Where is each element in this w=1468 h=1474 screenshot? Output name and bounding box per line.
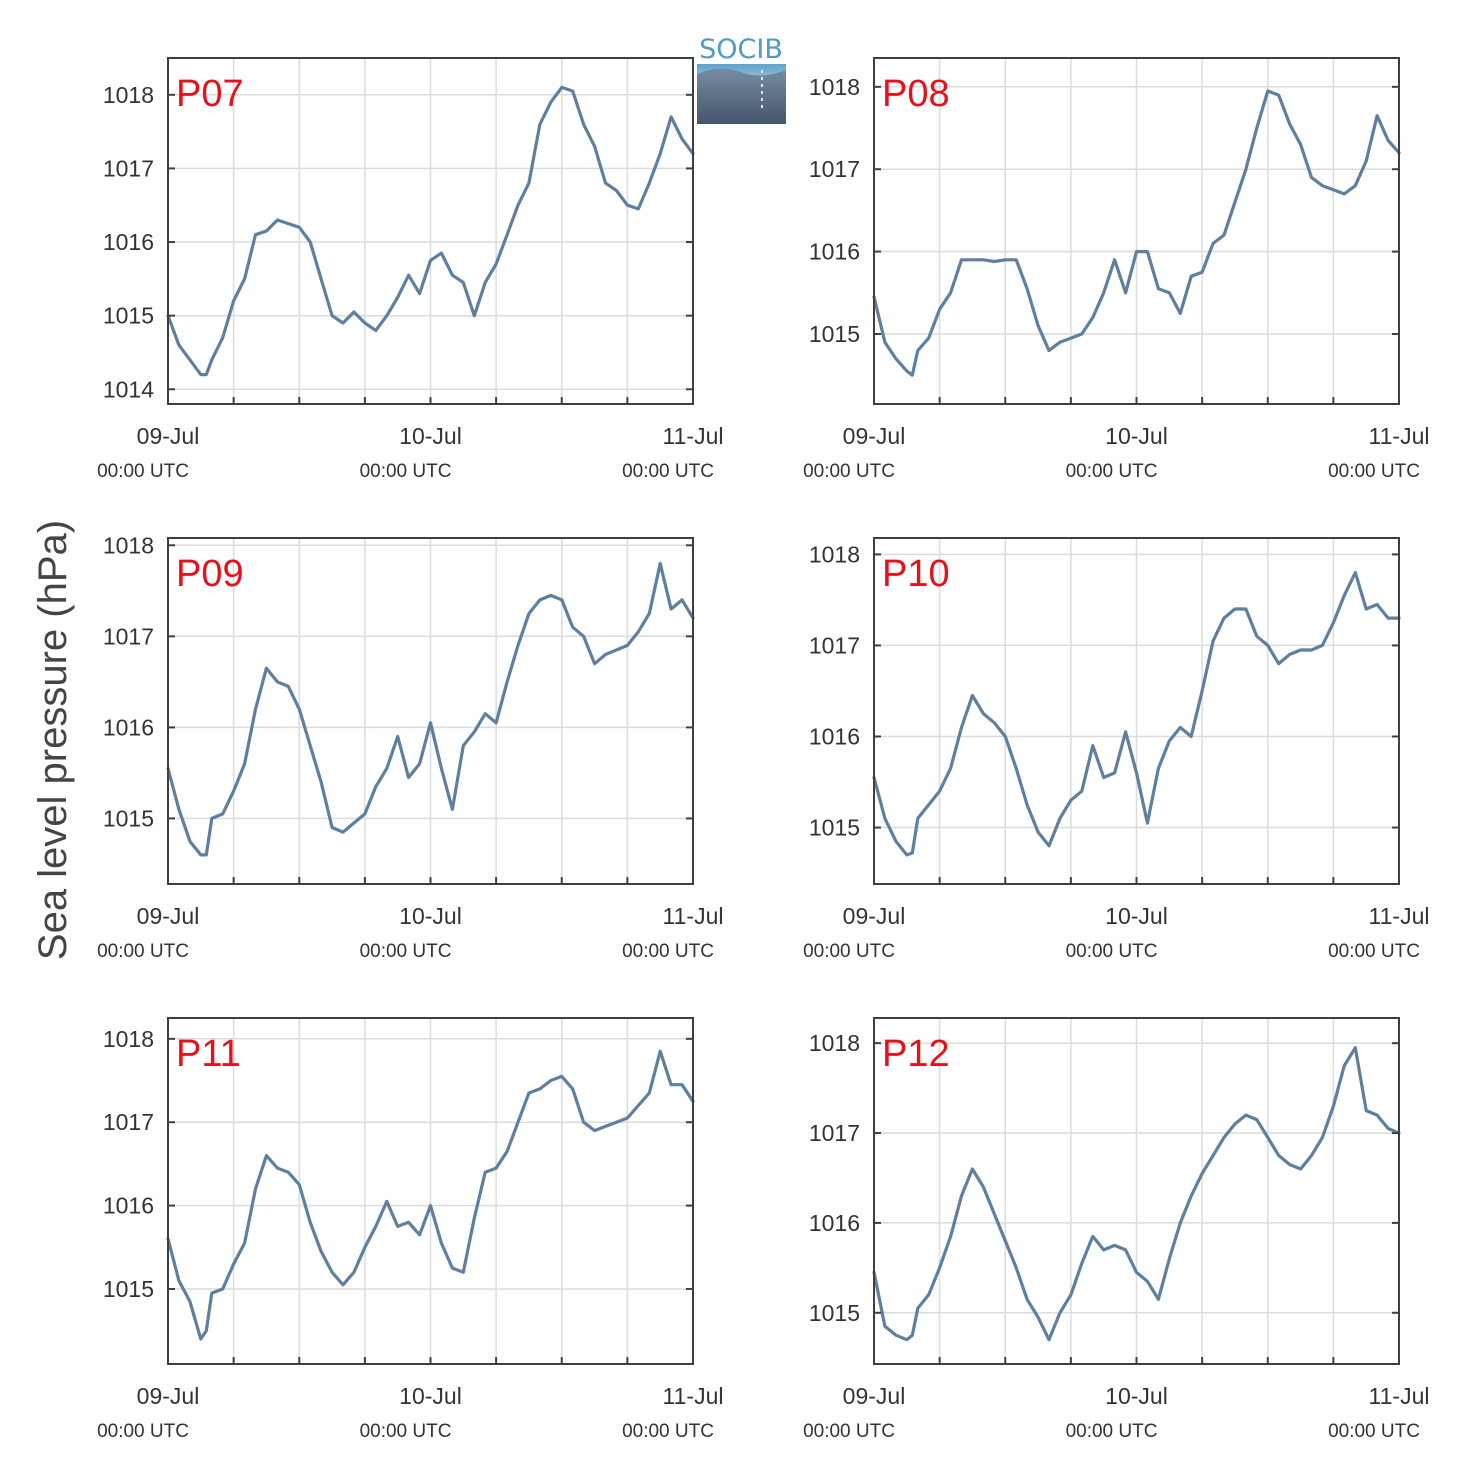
chart-panel: 1015 1016 1017 1018 09-Jul 00:00 UTC 10-Jul 00:…: [803, 57, 1430, 482]
chart-panel: 1015 1016 1017 1018 09-Jul 00:00 UTC 10-Jul 00:…: [97, 532, 723, 962]
y-tick-label: 1015: [103, 1276, 154, 1302]
x-tick-sublabel: 00:00 UTC: [622, 461, 714, 482]
y-tick-label: 1016: [809, 723, 860, 749]
x-tick-label: 11-Jul: [1369, 1383, 1430, 1409]
x-tick-label: 09-Jul: [137, 423, 200, 449]
x-tick-label: 11-Jul: [663, 423, 724, 449]
x-tick-sublabel: 00:00 UTC: [622, 1421, 714, 1442]
series-line: [872, 89, 1401, 377]
y-tick-label: 1015: [103, 805, 154, 831]
x-tick-sublabel: 00:00 UTC: [1066, 941, 1158, 962]
x-tick-sublabel: 00:00 UTC: [622, 941, 714, 962]
socib-logo: SOCIB: [697, 34, 786, 124]
series-line: [166, 1049, 695, 1341]
panel-label: P11: [176, 1033, 241, 1075]
y-tick-label: 1018: [103, 1026, 154, 1052]
y-tick-label: 1016: [103, 714, 154, 740]
x-tick-sublabel: 00:00 UTC: [97, 1421, 189, 1442]
x-tick-label: 10-Jul: [1105, 1383, 1168, 1409]
series-line: [872, 571, 1401, 857]
x-tick-label: 09-Jul: [137, 903, 200, 929]
x-tick-label: 10-Jul: [1105, 423, 1168, 449]
y-tick-label: 1016: [809, 239, 860, 265]
x-tick-label: 11-Jul: [1369, 423, 1430, 449]
x-tick-sublabel: 00:00 UTC: [1328, 461, 1420, 482]
y-tick-label: 1015: [809, 815, 860, 841]
y-tick-label: 1016: [809, 1210, 860, 1236]
panels-container: 1014 1015 1016 1017 1018 09-Jul 00:00 UTC 10-Ju…: [97, 57, 1430, 1442]
x-tick-sublabel: 00:00 UTC: [1066, 461, 1158, 482]
x-tick-label: 10-Jul: [1105, 903, 1168, 929]
chart-panel: 1015 1016 1017 1018 09-Jul 00:00 UTC 10-Jul 00:…: [803, 537, 1430, 962]
x-tick-label: 09-Jul: [843, 903, 906, 929]
x-tick-label: 10-Jul: [399, 1383, 462, 1409]
series-line: [166, 561, 695, 857]
x-tick-sublabel: 00:00 UTC: [803, 941, 895, 962]
logo-wave: [697, 64, 786, 76]
x-tick-label: 11-Jul: [663, 903, 724, 929]
x-tick-sublabel: 00:00 UTC: [803, 461, 895, 482]
x-tick-label: 09-Jul: [137, 1383, 200, 1409]
y-tick-label: 1015: [809, 321, 860, 347]
x-tick-label: 11-Jul: [663, 1383, 724, 1409]
y-tick-label: 1017: [809, 632, 860, 658]
x-tick-label: 10-Jul: [399, 423, 462, 449]
x-tick-sublabel: 00:00 UTC: [360, 941, 452, 962]
x-tick-sublabel: 00:00 UTC: [360, 1421, 452, 1442]
x-tick-label: 09-Jul: [843, 1383, 906, 1409]
y-tick-label: 1016: [103, 229, 154, 255]
x-tick-label: 10-Jul: [399, 903, 462, 929]
panel-label: P08: [882, 73, 950, 115]
panel-label: P07: [176, 73, 244, 115]
series-line: [872, 1046, 1401, 1342]
x-tick-sublabel: 00:00 UTC: [360, 461, 452, 482]
series-line: [166, 85, 695, 377]
x-tick-label: 09-Jul: [843, 423, 906, 449]
y-axis-label: Sea level pressure (hPa): [31, 520, 75, 960]
panel-label: P12: [882, 1033, 950, 1075]
y-tick-label: 1017: [103, 155, 154, 181]
logo-text: SOCIB: [699, 34, 783, 65]
y-tick-label: 1018: [809, 74, 860, 100]
x-tick-sublabel: 00:00 UTC: [803, 1421, 895, 1442]
y-tick-label: 1014: [103, 376, 154, 402]
x-tick-label: 11-Jul: [1369, 903, 1430, 929]
y-tick-label: 1018: [809, 541, 860, 567]
x-tick-sublabel: 00:00 UTC: [97, 941, 189, 962]
panel-label: P10: [882, 553, 950, 595]
y-tick-label: 1018: [103, 82, 154, 108]
x-tick-sublabel: 00:00 UTC: [1328, 1421, 1420, 1442]
chart-panel: 1015 1016 1017 1018 09-Jul 00:00 UTC 10-Jul 00:…: [803, 1017, 1430, 1442]
chart-panel: 1014 1015 1016 1017 1018 09-Jul 00:00 UTC 10-Ju…: [97, 57, 724, 482]
y-tick-label: 1015: [809, 1300, 860, 1326]
x-tick-sublabel: 00:00 UTC: [97, 461, 189, 482]
x-tick-sublabel: 00:00 UTC: [1066, 1421, 1158, 1442]
y-tick-label: 1018: [103, 532, 154, 558]
y-tick-label: 1018: [809, 1030, 860, 1056]
y-tick-label: 1017: [809, 156, 860, 182]
y-tick-label: 1015: [103, 303, 154, 329]
chart-panel: 1015 1016 1017 1018 09-Jul 00:00 UTC 10-Jul 00:…: [97, 1017, 724, 1442]
y-tick-label: 1017: [809, 1120, 860, 1146]
panel-label: P09: [176, 553, 244, 595]
y-tick-label: 1017: [103, 623, 154, 649]
y-tick-label: 1016: [103, 1193, 154, 1219]
y-tick-label: 1017: [103, 1109, 154, 1135]
x-tick-sublabel: 00:00 UTC: [1328, 941, 1420, 962]
